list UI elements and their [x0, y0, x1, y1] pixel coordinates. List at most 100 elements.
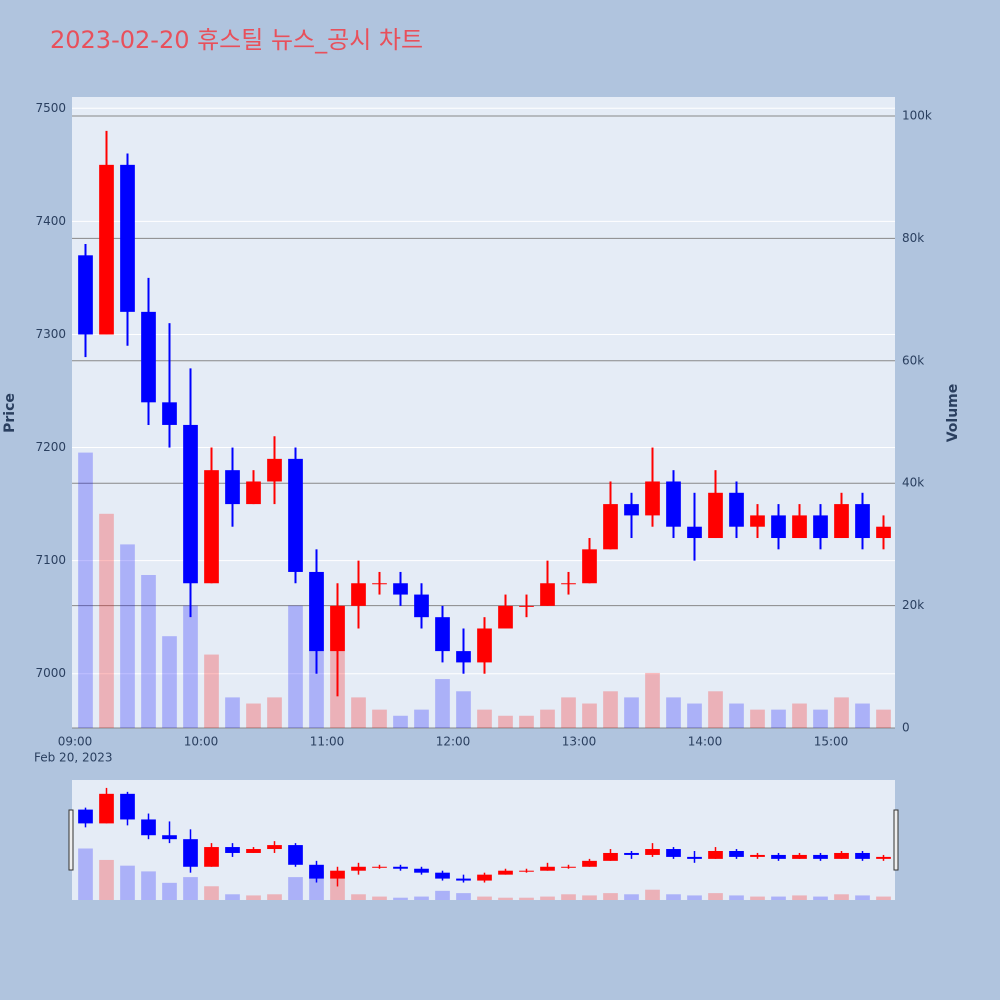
- volume-bar: [498, 715, 513, 728]
- candle-body: [309, 571, 324, 652]
- y2-axis-title: Volume: [945, 384, 961, 443]
- mini-volume-bar: [792, 895, 807, 900]
- y2-tick-label: 60k: [902, 353, 924, 367]
- mini-volume-bar: [729, 895, 744, 900]
- volume-bar: [372, 709, 387, 728]
- mini-candle-body: [477, 874, 492, 881]
- candle-body: [162, 402, 177, 425]
- mini-candle-body: [771, 854, 786, 859]
- mini-volume-bar: [645, 889, 660, 900]
- volume-bar: [120, 544, 135, 728]
- volume-bar: [876, 709, 891, 728]
- mini-candle-body: [162, 835, 177, 840]
- mini-candle-body: [834, 852, 849, 859]
- mini-volume-bar: [687, 895, 702, 900]
- volume-bar: [813, 709, 828, 728]
- candle-body: [288, 458, 303, 572]
- mini-volume-bar: [225, 894, 240, 900]
- mini-volume-bar: [624, 894, 639, 900]
- x-tick-label: 09:00: [58, 735, 93, 749]
- volume-bar: [435, 679, 450, 728]
- candle-body: [729, 492, 744, 527]
- candle-body: [414, 594, 429, 618]
- volume-bar: [834, 697, 849, 728]
- volume-bar: [792, 703, 807, 728]
- range-handle[interactable]: [68, 809, 74, 871]
- y2-tick-label: 20k: [902, 598, 924, 612]
- mini-volume-bar: [393, 897, 408, 900]
- mini-volume-bar: [561, 894, 576, 900]
- mini-candle-body: [309, 864, 324, 879]
- mini-candle-body: [729, 850, 744, 857]
- candle-body: [708, 492, 723, 539]
- mini-candle-body: [393, 866, 408, 869]
- y-tick-label: 7300: [35, 327, 66, 341]
- mini-candle-body: [414, 868, 429, 873]
- mini-volume-bar: [78, 848, 93, 900]
- mini-candle-body: [540, 866, 555, 871]
- candle-body: [876, 526, 891, 539]
- candle-body: [372, 583, 387, 585]
- candle-body: [435, 617, 450, 652]
- mini-candle-body: [456, 878, 471, 881]
- mini-candle-body: [141, 819, 156, 836]
- candle-body: [540, 583, 555, 606]
- volume-bar: [288, 605, 303, 728]
- mini-candle-body: [225, 847, 240, 853]
- mini-volume-bar: [330, 877, 345, 900]
- candle-body: [603, 504, 618, 550]
- candle-body: [750, 515, 765, 527]
- volume-bar: [351, 697, 366, 728]
- mini-candle-body: [204, 847, 219, 867]
- candle-body: [78, 255, 93, 335]
- candle-body: [99, 164, 114, 335]
- candle-body: [855, 504, 870, 539]
- mini-candle-body: [183, 839, 198, 867]
- mini-volume-bar: [477, 896, 492, 900]
- candle-body: [792, 515, 807, 539]
- mini-candle-body: [813, 854, 828, 859]
- volume-bar: [162, 636, 177, 728]
- x-tick-label: 12:00: [436, 735, 471, 749]
- x-tick-label: 10:00: [184, 735, 219, 749]
- candle-body: [687, 526, 702, 539]
- mini-volume-bar: [603, 893, 618, 900]
- volume-bar: [78, 452, 93, 728]
- mini-candle-body: [330, 870, 345, 879]
- mini-volume-bar: [435, 890, 450, 900]
- candle-body: [393, 583, 408, 595]
- x-tick-label: 11:00: [310, 735, 345, 749]
- y-tick-label: 7000: [35, 666, 66, 680]
- mini-volume-bar: [204, 886, 219, 900]
- volume-bar: [645, 672, 660, 728]
- range-handle[interactable]: [893, 809, 899, 871]
- candle-body: [204, 470, 219, 584]
- volume-bar: [582, 703, 597, 728]
- y2-tick-label: 40k: [902, 476, 924, 490]
- y-tick-label: 7500: [35, 101, 66, 115]
- volume-bar: [477, 709, 492, 728]
- mini-volume-bar: [876, 896, 891, 900]
- volume-bar: [687, 703, 702, 728]
- volume-bar: [855, 703, 870, 728]
- mini-candle-body: [246, 849, 261, 853]
- mini-volume-bar: [162, 882, 177, 900]
- mini-volume-bar: [855, 895, 870, 900]
- mini-volume-bar: [834, 894, 849, 900]
- mini-candle-body: [582, 860, 597, 867]
- mini-candle-body: [708, 850, 723, 859]
- mini-volume-bar: [246, 895, 261, 900]
- chart-title: 2023-02-20 휴스틸 뉴스_공시 차트: [50, 26, 423, 54]
- volume-bar: [456, 691, 471, 728]
- volume-bar: [246, 703, 261, 728]
- mini-volume-bar: [708, 893, 723, 900]
- mini-volume-bar: [540, 896, 555, 900]
- mini-volume-bar: [771, 896, 786, 900]
- candle-body: [120, 164, 135, 312]
- candle-body: [645, 481, 660, 516]
- mini-volume-bar: [372, 896, 387, 900]
- x-tick-label: 14:00: [688, 735, 723, 749]
- volume-bar: [771, 709, 786, 728]
- mini-volume-bar: [267, 894, 282, 900]
- volume-bar: [708, 691, 723, 728]
